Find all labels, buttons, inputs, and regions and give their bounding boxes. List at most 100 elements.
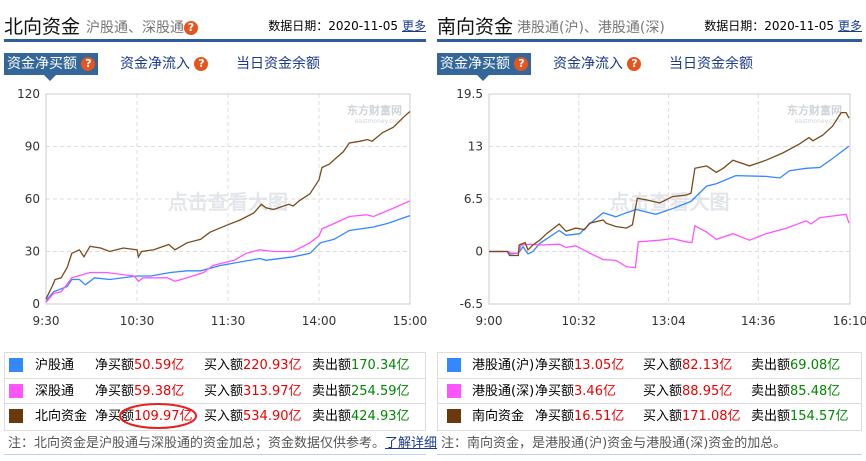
sell-label: 卖出额 [312, 383, 352, 399]
net-value: 109.97亿 [134, 409, 193, 424]
y-tick-label: -6.5 [460, 297, 483, 311]
data-date: 数据日期：2020-11-05 更多 [268, 17, 426, 34]
net-label: 净买额 [535, 409, 575, 424]
panel-subtitle: 沪股通、深股通? [86, 17, 198, 37]
net-label: 净买额 [95, 383, 135, 399]
net-label: 净买额 [95, 358, 135, 373]
y-tick-label: 120 [17, 87, 40, 101]
panel-title: 南向资金 [437, 16, 514, 38]
net-value: 59.38亿 [134, 383, 185, 399]
tab-net-buy[interactable]: 资金净买额 ? [4, 53, 99, 81]
x-tick-label: 10:30 [120, 314, 155, 328]
buy-label: 买入额 [204, 409, 244, 424]
tab-label: 资金净流入 [120, 56, 190, 72]
net-amount: 净买额59.38亿 [95, 379, 184, 404]
tab-label: 资金净买额 [440, 56, 510, 72]
y-tick-label: 0 [475, 245, 483, 259]
net-value: 50.59亿 [134, 358, 185, 373]
divider [4, 454, 426, 455]
net-amount: 净买额16.51亿 [535, 404, 624, 429]
x-tick-label: 10:32 [561, 314, 596, 328]
series-name: 北向资金 [35, 409, 88, 424]
y-tick-label: 6.5 [464, 192, 483, 206]
help-icon[interactable]: ? [194, 57, 209, 71]
y-tick-label: 0 [32, 297, 40, 311]
buy-value: 534.90亿 [243, 409, 302, 424]
sell-amount: 卖出额170.34亿 [312, 353, 410, 378]
svg-text:东方财富网: 东方财富网 [787, 103, 842, 117]
buy-label: 买入额 [204, 358, 244, 373]
series-name: 港股通(深) [472, 383, 535, 399]
help-icon[interactable]: ? [627, 57, 642, 71]
net-label: 净买额 [535, 383, 575, 399]
buy-label: 买入额 [643, 358, 683, 373]
help-icon[interactable]: ? [81, 57, 96, 71]
sell-amount: 卖出额254.59亿 [312, 379, 410, 404]
buy-label: 买入额 [643, 383, 683, 399]
buy-amount: 买入额313.97亿 [204, 379, 302, 404]
net-amount: 净买额3.46亿 [535, 379, 616, 404]
legend-swatch [447, 383, 461, 398]
buy-amount: 买入额82.13亿 [643, 353, 732, 378]
tab-label: 资金净流入 [553, 56, 623, 72]
buy-value: 171.08亿 [682, 409, 741, 424]
more-link[interactable]: 更多 [837, 19, 862, 33]
legend-swatch [9, 358, 23, 372]
panel-header: 北向资金 沪股通、深股通? 数据日期：2020-11-05 更多 [4, 8, 426, 42]
tab-daily-balance[interactable]: 当日资金余额 [666, 53, 756, 75]
tab-net-buy[interactable]: 资金净买额 ? [437, 53, 532, 81]
help-icon[interactable]: ? [184, 21, 198, 35]
series-line-pink [489, 213, 850, 269]
x-tick-label: 16:10 [833, 314, 866, 328]
more-link[interactable]: 更多 [401, 19, 426, 33]
svg-text:eastmoney.com: eastmoney.com [355, 118, 402, 125]
svg-text:东方财富网: 东方财富网 [347, 103, 402, 117]
table-row: 北向资金 净买额109.97亿 买入额534.90亿 卖出额424.93亿 [5, 403, 425, 430]
tab-label: 资金净买额 [7, 56, 77, 72]
sell-label: 卖出额 [312, 409, 352, 424]
y-tick-label: 13 [468, 140, 483, 154]
highlight-circle [119, 403, 197, 429]
northbound-panel: 北向资金 沪股通、深股通? 数据日期：2020-11-05 更多 资金净买额 ? 资金净流… [0, 0, 437, 461]
x-tick-label: 9:00 [476, 314, 503, 328]
sell-label: 卖出额 [751, 409, 791, 424]
series-line-pink [45, 200, 411, 303]
svg-text:eastmoney.com: eastmoney.com [795, 118, 842, 125]
footnote: 注：南向资金，是港股通(沪)资金与港股通(深)资金的加总。 [441, 432, 786, 451]
legend-swatch [9, 409, 23, 423]
tab-daily-balance[interactable]: 当日资金余额 [233, 53, 323, 75]
sell-label: 卖出额 [751, 383, 791, 399]
sell-label: 卖出额 [312, 358, 352, 373]
plot-border [488, 93, 851, 305]
sell-value: 170.34亿 [351, 358, 410, 373]
data-date: 数据日期：2020-11-05 更多 [704, 17, 862, 34]
net-value: 16.51亿 [574, 409, 625, 424]
buy-value: 220.93亿 [243, 358, 302, 373]
sell-label: 卖出额 [751, 358, 791, 373]
x-tick-label: 14:00 [302, 314, 337, 328]
series-name: 南向资金 [472, 409, 525, 424]
table-row: 沪股通 净买额50.59亿 买入额220.93亿 卖出额170.34亿 [5, 353, 425, 379]
date-label: 数据日期： [268, 19, 329, 33]
buy-label: 买入额 [204, 383, 244, 399]
x-tick-label: 13:04 [651, 314, 686, 328]
sell-value: 254.59亿 [351, 383, 410, 399]
learn-more-link[interactable]: 了解详细 [385, 436, 438, 451]
subtitle-text: 港股通(沪)、港股通(深) [517, 20, 665, 36]
watermark-text: 点击查看大图 [610, 190, 730, 214]
summary-table: 港股通(沪) 净买额13.05亿 买入额82.13亿 卖出额69.08亿 港股通(深) 净… [437, 352, 862, 431]
y-tick-label: 19.5 [456, 87, 483, 101]
tab-net-inflow[interactable]: 资金净流入 ? [117, 53, 211, 75]
subtitle-text: 沪股通、深股通 [86, 20, 184, 36]
tab-net-inflow[interactable]: 资金净流入 ? [550, 53, 644, 75]
net-label: 净买额 [535, 358, 575, 373]
series-line-blue [489, 145, 850, 255]
tab-label: 当日资金余额 [236, 56, 320, 72]
help-icon[interactable]: ? [514, 57, 529, 71]
x-tick-label: 15:00 [393, 314, 428, 328]
series-name: 沪股通 [35, 358, 75, 373]
buy-label: 买入额 [643, 409, 683, 424]
net-value: 3.46亿 [574, 383, 616, 399]
